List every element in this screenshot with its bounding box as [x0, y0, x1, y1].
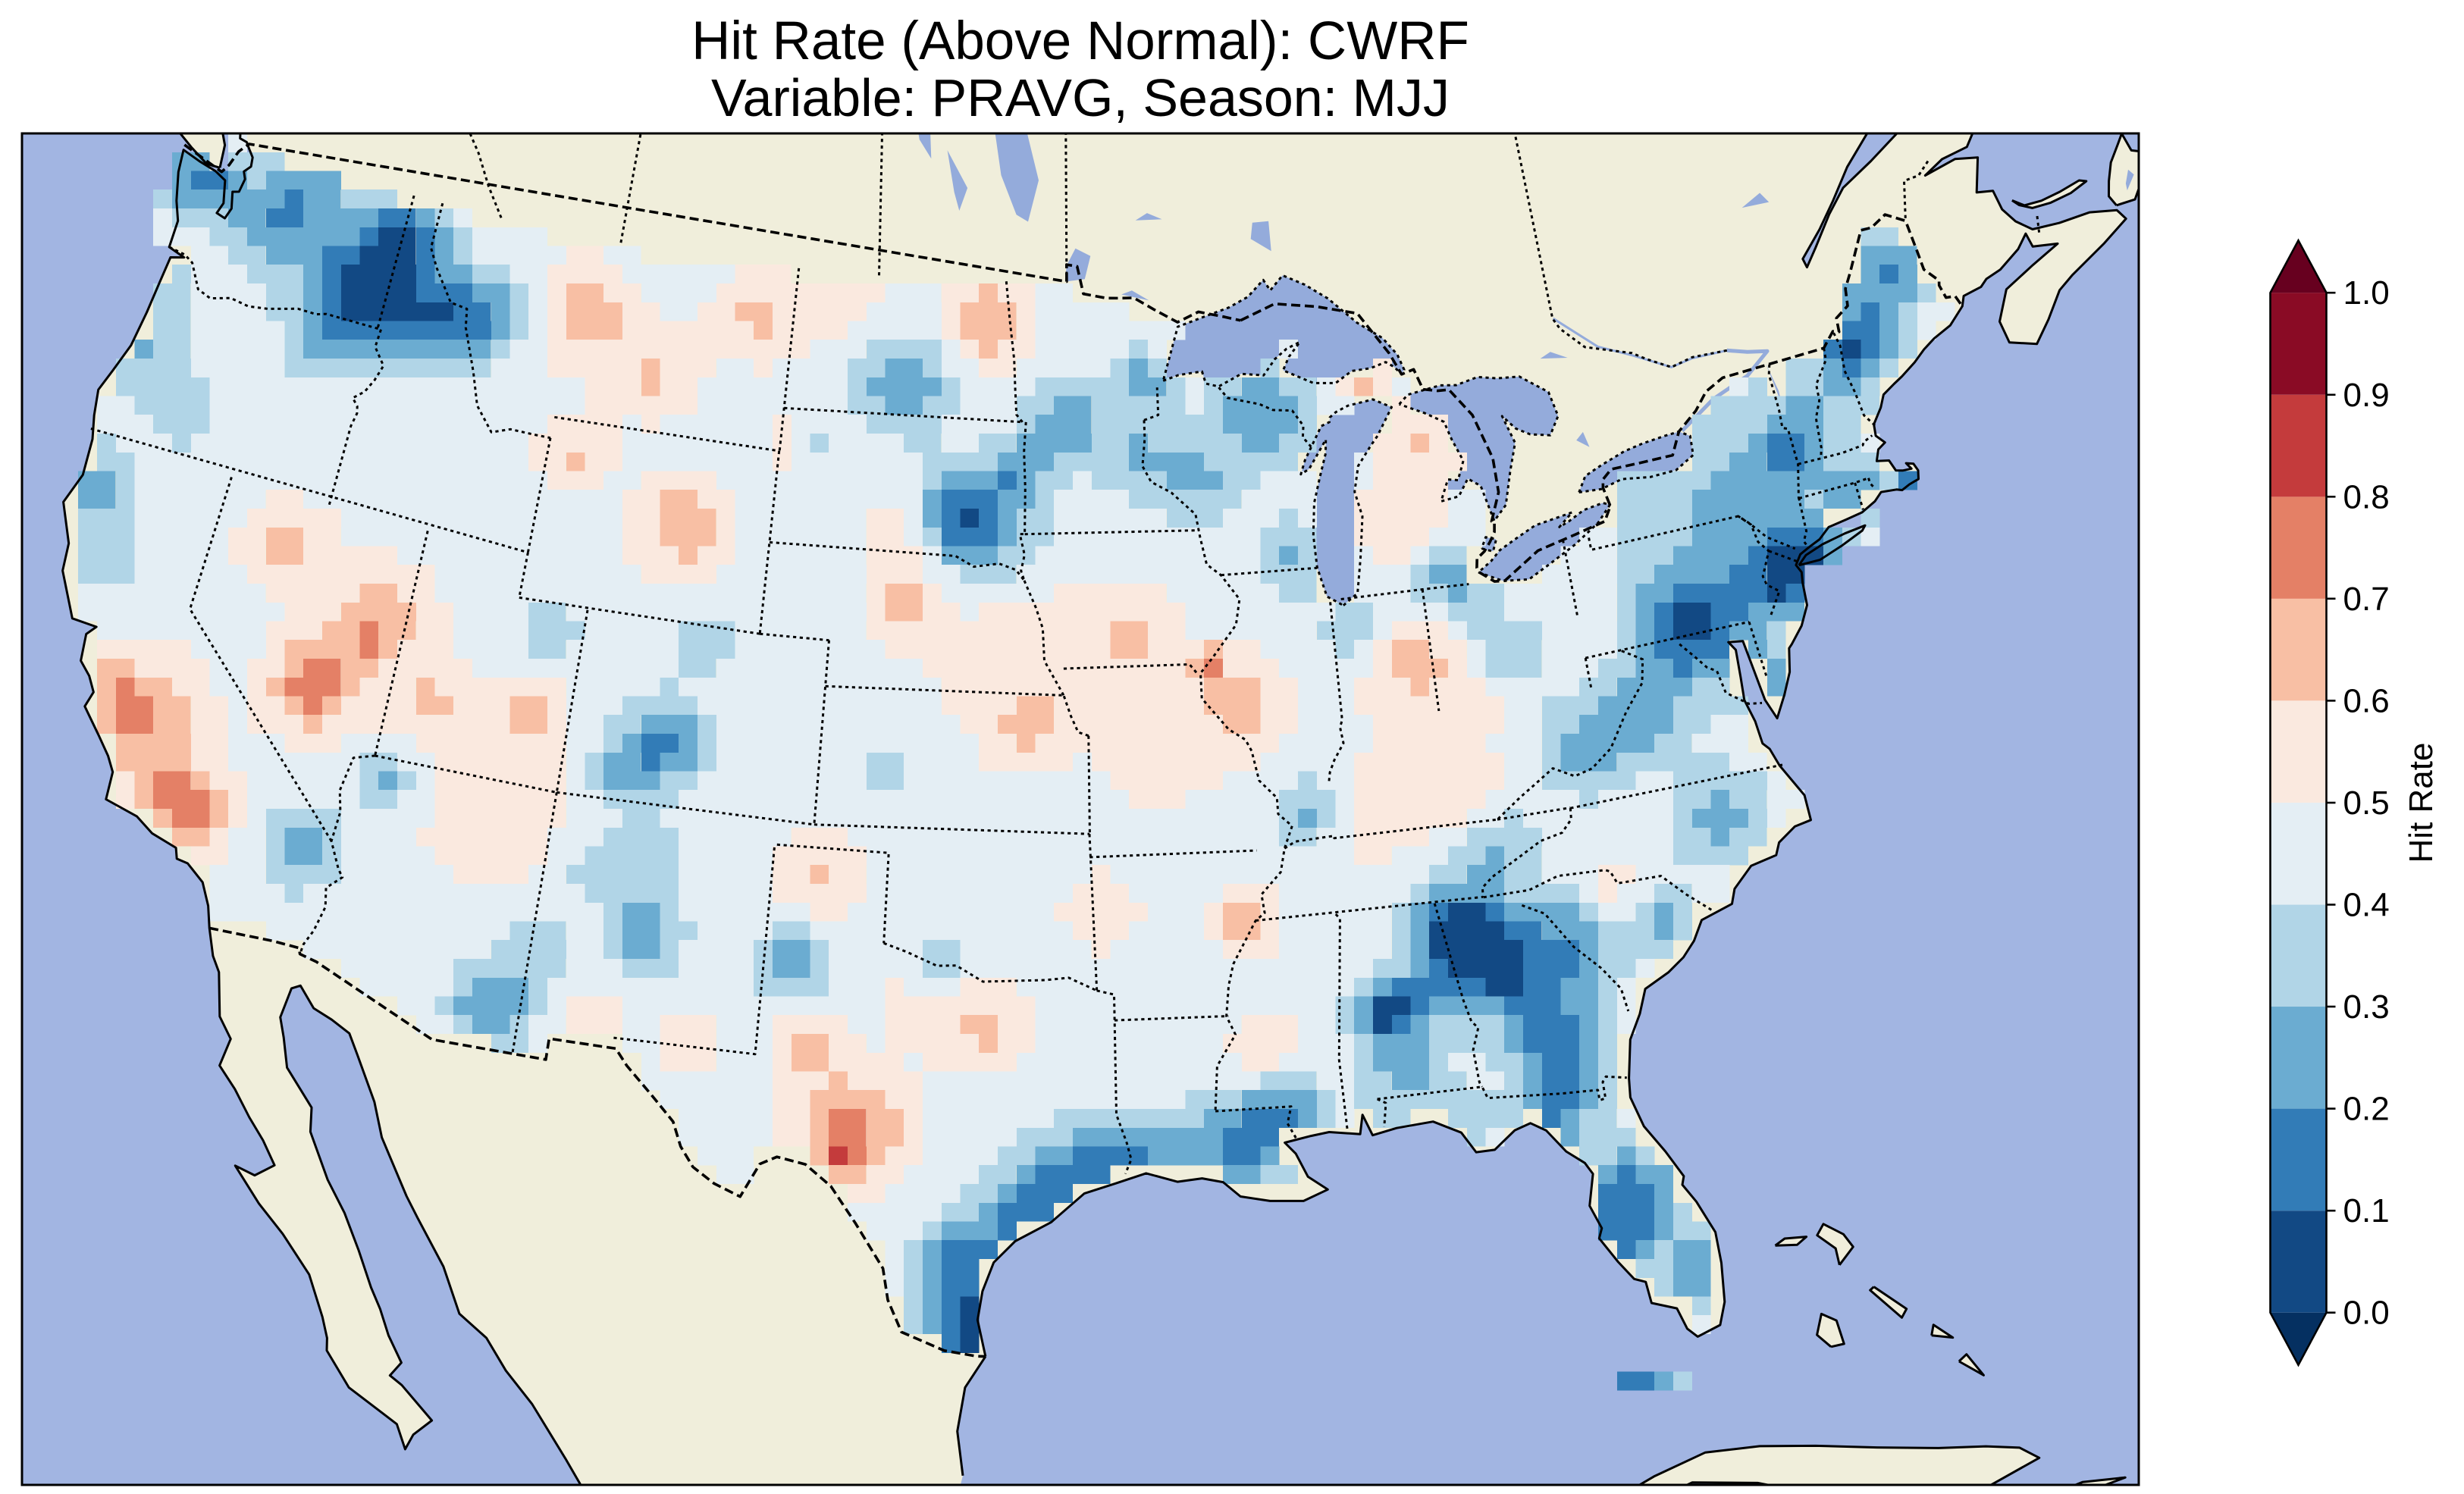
svg-text:0.4: 0.4 [2343, 887, 2390, 924]
svg-text:0.0: 0.0 [2343, 1295, 2390, 1332]
svg-text:1.0: 1.0 [2343, 274, 2390, 312]
svg-text:0.3: 0.3 [2343, 988, 2390, 1026]
svg-text:Hit Rate (Above Normal): CWRF: Hit Rate (Above Normal): CWRF [691, 11, 1469, 71]
svg-text:0.8: 0.8 [2343, 478, 2390, 515]
svg-text:0.6: 0.6 [2343, 682, 2390, 719]
svg-text:0.5: 0.5 [2343, 785, 2390, 822]
svg-text:0.9: 0.9 [2343, 377, 2390, 414]
svg-text:0.7: 0.7 [2343, 581, 2390, 618]
svg-text:Hit Rate: Hit Rate [2403, 743, 2440, 863]
svg-text:Variable: PRAVG, Season: MJJ: Variable: PRAVG, Season: MJJ [711, 68, 1450, 127]
svg-text:0.1: 0.1 [2343, 1192, 2390, 1229]
svg-text:0.2: 0.2 [2343, 1091, 2390, 1128]
